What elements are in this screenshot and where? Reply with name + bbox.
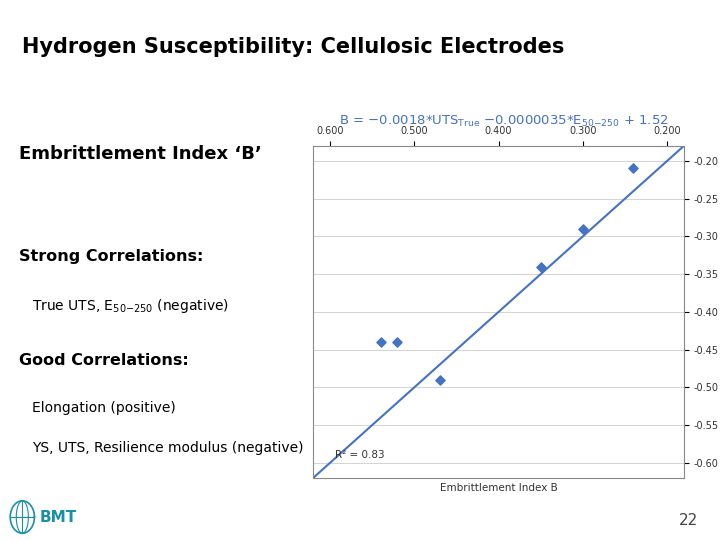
- Point: [375, 338, 387, 346]
- Point: [577, 225, 589, 233]
- Text: BMT: BMT: [40, 510, 77, 525]
- Point: [434, 375, 446, 384]
- Text: B = $-$0.0018$*$UTS$_{\rm True}$ $-$0.0000035$*$E$_{\rm 50\mathsf{-}250}$ + 1.52: B = $-$0.0018$*$UTS$_{\rm True}$ $-$0.00…: [339, 113, 669, 129]
- Text: Elongation (positive): Elongation (positive): [32, 401, 176, 415]
- Text: True UTS, E$_{50\mathsf{-}250}$ (negative): True UTS, E$_{50\mathsf{-}250}$ (negativ…: [32, 297, 229, 315]
- Text: 22: 22: [679, 513, 698, 528]
- Text: Embrittlement Index ‘B’: Embrittlement Index ‘B’: [19, 145, 262, 163]
- Point: [392, 338, 403, 346]
- Text: Good Correlations:: Good Correlations:: [19, 353, 189, 368]
- Point: [628, 164, 639, 173]
- Point: [535, 262, 546, 271]
- Text: Strong Correlations:: Strong Correlations:: [19, 249, 203, 264]
- X-axis label: Embrittlement Index B: Embrittlement Index B: [440, 483, 557, 494]
- Text: YS, UTS, Resilience modulus (negative): YS, UTS, Resilience modulus (negative): [32, 441, 303, 455]
- Text: Hydrogen Susceptibility: Cellulosic Electrodes: Hydrogen Susceptibility: Cellulosic Elec…: [22, 37, 564, 57]
- Text: R² = 0.83: R² = 0.83: [336, 450, 385, 460]
